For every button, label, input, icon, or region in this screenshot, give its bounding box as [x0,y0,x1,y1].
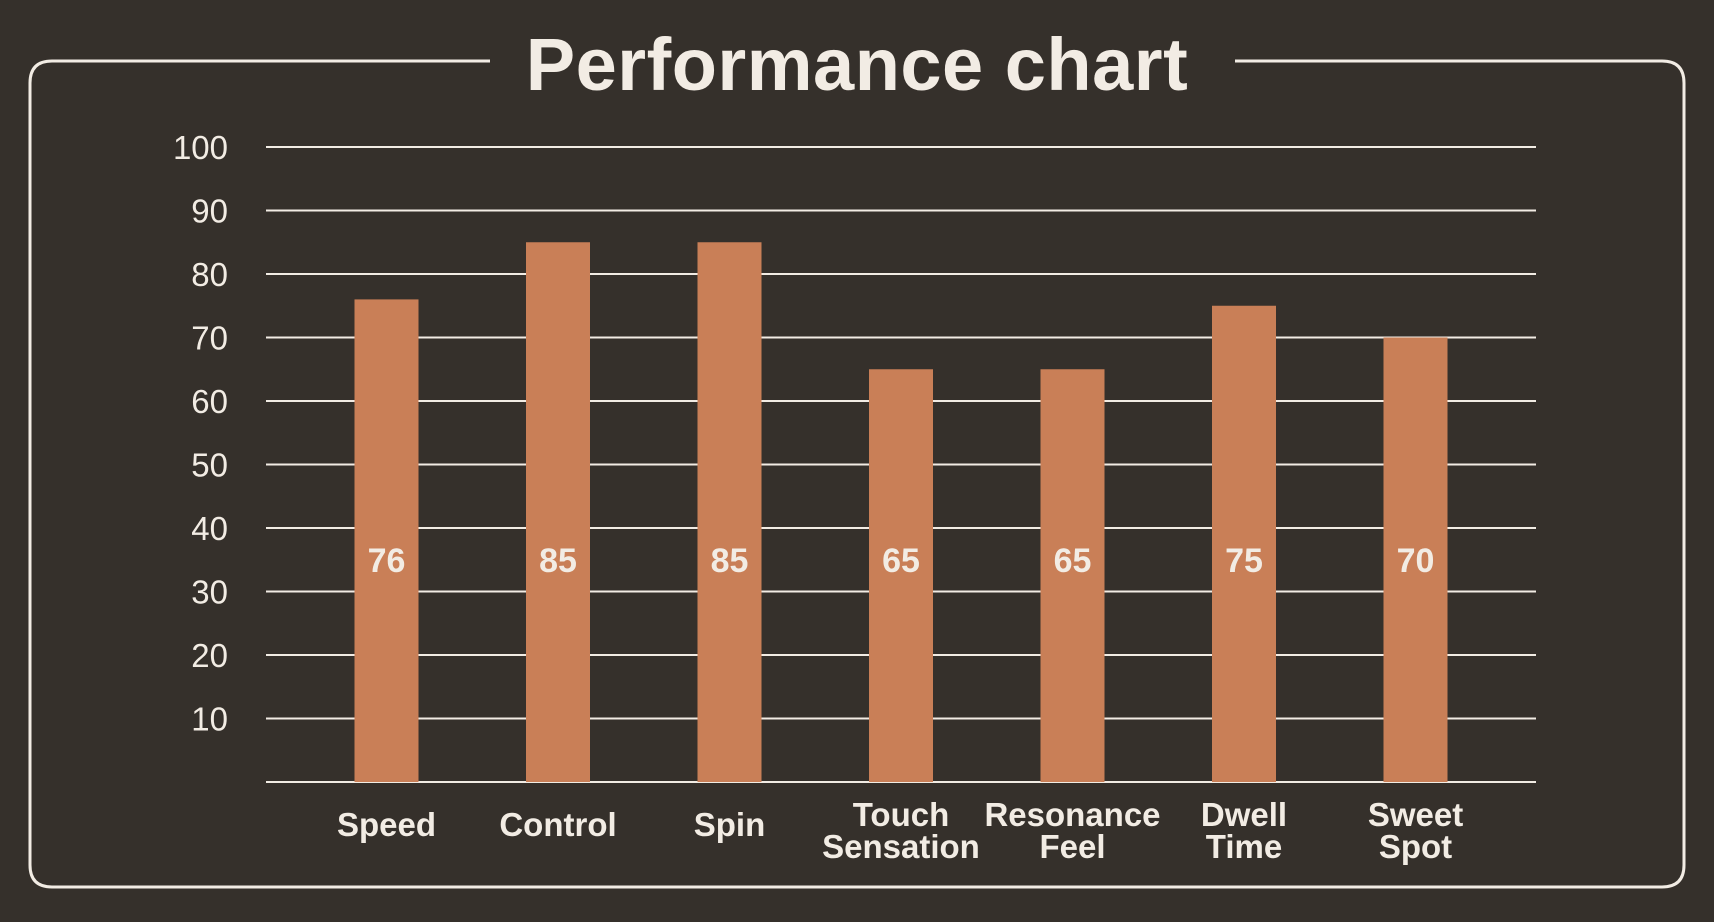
bar [869,369,933,782]
bar [526,242,590,782]
y-tick-label: 90 [191,193,228,230]
x-tick-label: Control [499,806,616,843]
y-tick-label: 40 [191,510,228,547]
frame-border [28,59,1686,889]
y-tick-label: 70 [191,320,228,357]
data-label: 76 [368,542,406,580]
y-tick-label: 20 [191,637,228,674]
x-tick-label: Speed [337,806,436,843]
bars [354,242,1448,782]
x-tick-label: Spin [694,806,766,843]
data-label: 85 [711,542,749,580]
data-label: 75 [1225,542,1263,580]
y-tick-label: 100 [173,129,228,166]
x-tick-label: Sweet Spot [1368,796,1463,865]
x-tick-label: Touch Sensation [822,796,980,865]
y-tick-label: 30 [191,574,228,611]
bar [1212,305,1276,782]
bar [697,242,762,782]
data-label: 85 [539,542,577,580]
bar [1383,337,1448,782]
data-label: 65 [1054,542,1092,580]
y-tick-label: 80 [191,256,228,293]
chart-title: Performance chart [525,23,1189,106]
x-tick-label: Dwell Time [1201,796,1287,865]
bar [1040,369,1105,782]
x-tick-label: Resonance Feel [984,796,1160,865]
y-tick-label: 50 [191,447,228,484]
data-label: 65 [882,542,920,580]
chart-frame [28,59,1686,889]
y-tick-label: 10 [191,701,228,738]
data-label: 70 [1397,542,1435,580]
y-axis-ticks: 10 20 30 40 50 60 70 80 90 100 [173,129,228,738]
y-tick-label: 60 [191,383,228,420]
data-labels: 76 85 85 65 65 75 70 [368,542,1435,580]
bar [354,299,419,782]
